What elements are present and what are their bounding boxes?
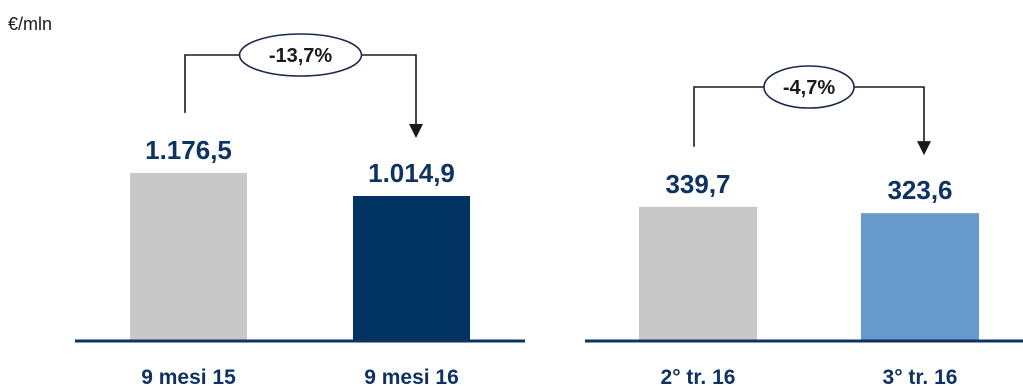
category-label-1-1: 9 mesi 15 [141, 366, 236, 388]
bar-1-1 [130, 172, 247, 341]
bar-2-1 [639, 206, 757, 341]
change-label-1: -13,7% [269, 45, 333, 67]
value-label-1-1: 1.176,5 [145, 135, 232, 165]
chart-panel-2: 339,7 2° tr. 16 323,6 3° tr. 16 -4,7% [585, 65, 1023, 388]
bar-1-2 [353, 196, 470, 341]
change-arrowhead-1 [409, 124, 423, 139]
value-label-2-2: 323,6 [887, 175, 952, 205]
change-oval-2 [763, 65, 855, 109]
change-oval-1 [238, 33, 363, 77]
change-arrowhead-2 [917, 141, 931, 156]
chart-panel-1: 1.176,5 9 mesi 15 1.014,9 9 mesi 16 -13,7% [75, 33, 525, 388]
change-label-2: -4,7% [783, 77, 835, 99]
category-label-2-1: 2° tr. 16 [661, 366, 736, 388]
bar-2-2 [861, 213, 979, 341]
value-label-1-2: 1.014,9 [368, 158, 455, 188]
value-label-2-1: 339,7 [665, 169, 730, 199]
category-label-1-2: 9 mesi 16 [364, 366, 459, 388]
category-label-2-2: 3° tr. 16 [883, 366, 958, 388]
unit-label: €/mln [8, 14, 52, 34]
